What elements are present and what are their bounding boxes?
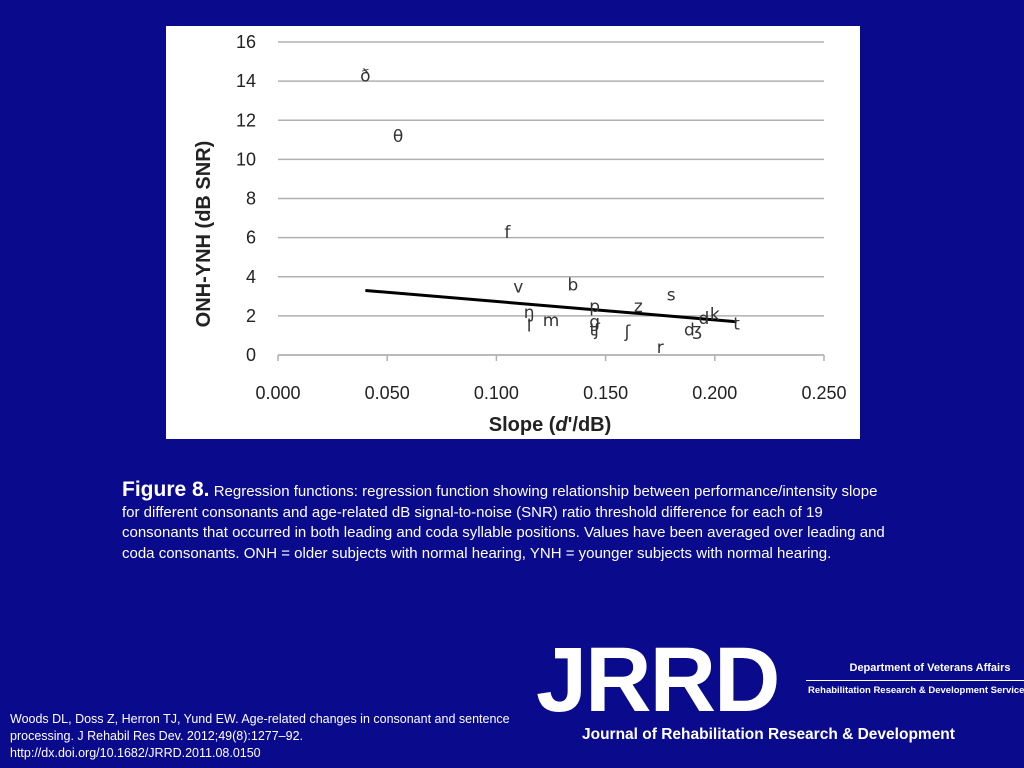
data-point-label: z — [634, 297, 643, 317]
citation: Woods DL, Doss Z, Herron TJ, Yund EW. Ag… — [10, 711, 535, 762]
logo-service: Rehabilitation Research & Development Se… — [808, 685, 1024, 696]
data-point-label: p — [589, 297, 600, 317]
y-tick-label: 16 — [236, 32, 256, 52]
y-tick-label: 8 — [246, 189, 256, 209]
data-point-label: r — [657, 338, 664, 358]
y-tick-labels: 0 2 4 6 8 10 12 14 16 — [236, 32, 256, 365]
data-point-label: ʃ — [624, 323, 632, 343]
y-tick-label: 6 — [246, 228, 256, 248]
chart-panel: 0 2 4 6 8 10 12 14 16 0.000 0.050 0.100 0.150 0.200 0… — [166, 26, 860, 439]
data-point-label: ŋ — [524, 303, 535, 323]
data-point-label: ð — [360, 66, 370, 86]
y-tick-label: 12 — [236, 110, 256, 130]
logo-journal-name: Journal of Rehabilitation Research & Dev… — [582, 726, 955, 743]
y-tick-label: 0 — [246, 345, 256, 365]
x-axis-title-suffix: '/dB) — [568, 414, 612, 436]
x-tick-label: 0.250 — [801, 383, 846, 403]
x-tick-label: 0.000 — [255, 383, 300, 403]
y-tick-label: 10 — [236, 149, 256, 169]
regression-line-group — [365, 288, 737, 324]
data-point-label: v — [513, 278, 523, 298]
x-axis-title-prefix: Slope ( — [489, 414, 556, 436]
data-point-label: t — [733, 315, 740, 335]
y-tick-label: 14 — [236, 71, 256, 91]
citation-reference: Woods DL, Doss Z, Herron TJ, Yund EW. Ag… — [10, 712, 510, 743]
data-point-label: s — [667, 285, 676, 305]
data-points: ð θ f v b s p z ŋl m gʧ ʃ r d kʤ t — [360, 66, 740, 358]
regression-line — [365, 288, 737, 324]
logo-divider — [806, 680, 1024, 681]
data-point-label: b — [567, 276, 578, 296]
data-point-label: m — [543, 311, 560, 331]
figure-label: Figure 8. — [122, 478, 210, 501]
x-axis-title-italic: d — [555, 414, 568, 436]
x-tick-labels: 0.000 0.050 0.100 0.150 0.200 0.250 — [255, 355, 847, 403]
data-point-label: f — [504, 223, 511, 243]
x-tick-label: 0.050 — [365, 383, 410, 403]
y-axis-title: ONH-YNH (dB SNR) — [193, 141, 215, 328]
figure-caption: Figure 8. Regression functions: regressi… — [122, 478, 892, 564]
data-point-label: θ — [393, 127, 403, 147]
x-tick-label: 0.200 — [692, 383, 737, 403]
gridlines — [278, 41, 824, 356]
y-tick-label: 2 — [246, 306, 256, 326]
logo-department: Department of Veterans Affairs — [849, 662, 1011, 674]
x-tick-label: 0.100 — [474, 383, 519, 403]
data-point-label: k — [710, 305, 720, 325]
logo-letters: JRRD — [536, 629, 780, 731]
x-tick-label: 0.150 — [583, 383, 628, 403]
citation-doi: http://dx.doi.org/10.1682/JRRD.2011.08.0… — [10, 746, 261, 760]
data-point-label: l — [527, 317, 532, 337]
y-tick-label: 4 — [246, 267, 256, 287]
jrrd-logo: JRRD Department of Veterans Affairs Reha… — [536, 630, 1024, 750]
caption-text: Regression functions: regression functio… — [122, 483, 885, 562]
x-axis-title: Slope (d'/dB) — [489, 414, 612, 436]
data-point-label: ʧ — [589, 321, 600, 341]
data-point-label: d — [698, 309, 709, 329]
data-point-label: ʤ — [684, 321, 702, 341]
data-point-label: g — [589, 313, 600, 333]
